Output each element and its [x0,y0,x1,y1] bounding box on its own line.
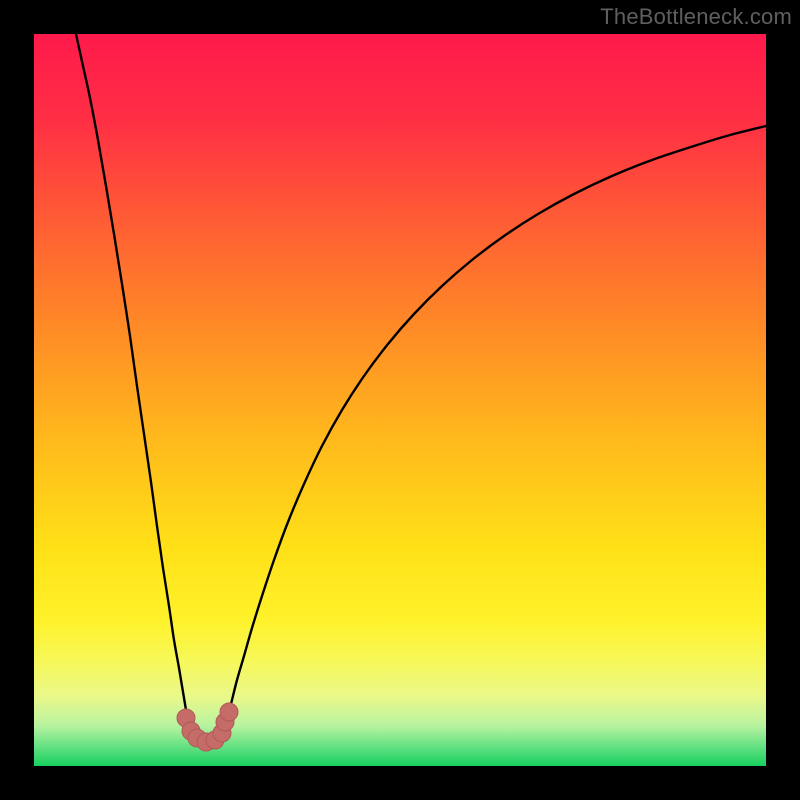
gradient-background [34,34,766,766]
base-marker [220,703,238,721]
chart-frame: TheBottleneck.com [0,0,800,800]
bottleneck-curve-chart [0,0,800,800]
watermark-label: TheBottleneck.com [600,4,792,30]
